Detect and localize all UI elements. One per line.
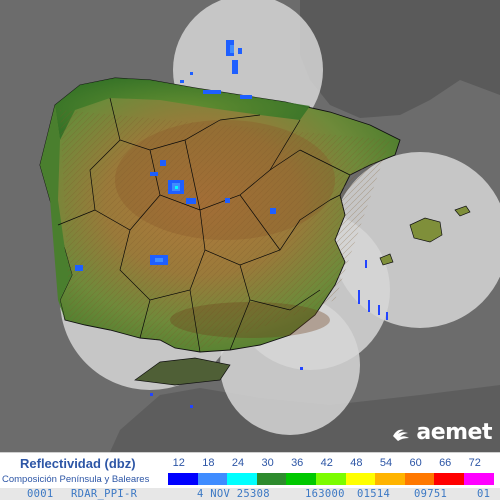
france-land — [300, 0, 500, 118]
legend-tick-66: 66 — [439, 457, 452, 469]
iberia-texture — [60, 110, 390, 350]
legend-subtitle: Composición Península y Baleares — [2, 474, 150, 485]
legend-tick-30: 30 — [261, 457, 274, 469]
radar-coverage-palma — [332, 152, 500, 328]
legend-swatch-42 — [316, 473, 347, 485]
legend-tick-72: 72 — [468, 457, 481, 469]
radar-composite-map[interactable] — [0, 0, 500, 452]
legend-tick-60: 60 — [409, 457, 422, 469]
meseta-shade — [115, 120, 335, 240]
legend-swatch-66 — [434, 473, 465, 485]
status-code1: 01514 — [357, 488, 391, 500]
status-date: 4 NOV 25308 — [197, 488, 270, 500]
legend-swatch-48 — [345, 473, 376, 485]
legend-tick-12: 12 — [172, 457, 185, 469]
province-borders — [57, 97, 351, 353]
reflectivity-legend: Reflectividad (dbz) Composición Penínsul… — [0, 452, 500, 489]
legend-tick-18: 18 — [202, 457, 215, 469]
precipitation-echoes — [75, 40, 388, 408]
balearic-islands — [379, 205, 471, 266]
iberia-north-green — [55, 78, 310, 140]
status-time: 163000 — [305, 488, 345, 500]
legend-swatch-60 — [404, 473, 435, 485]
legend-swatch-18 — [197, 473, 228, 485]
legend-tick-54: 54 — [379, 457, 393, 469]
sierra-shade — [170, 302, 330, 338]
legend-tick-48: 48 — [350, 457, 363, 469]
aemet-logo: aemet — [390, 420, 492, 445]
status-code2: 09751 — [414, 488, 448, 500]
legend-swatch-24 — [227, 473, 258, 485]
logo-text: aemet — [416, 420, 492, 445]
legend-tick-24: 24 — [231, 457, 245, 469]
legend-swatch-54 — [375, 473, 406, 485]
legend-swatch-12 — [168, 473, 199, 485]
iberia-west-green — [40, 105, 72, 320]
status-bar: 0001 RDAR_PPI-R 4 NOV 25308 163000 01514… — [0, 488, 500, 500]
status-product: RDAR_PPI-R — [71, 488, 138, 500]
legend-tick-42: 42 — [320, 457, 333, 469]
legend-swatch-30 — [256, 473, 287, 485]
morocco-coast — [134, 357, 231, 386]
legend-swatch-36 — [286, 473, 317, 485]
aemet-swirl-icon — [393, 429, 410, 441]
legend-tick-36: 36 — [291, 457, 304, 469]
legend-swatch-72 — [464, 473, 495, 485]
status-seq: 0001 — [27, 488, 54, 500]
status-code3: 01 — [477, 488, 491, 500]
legend-title: Reflectividad (dbz) — [20, 456, 136, 471]
